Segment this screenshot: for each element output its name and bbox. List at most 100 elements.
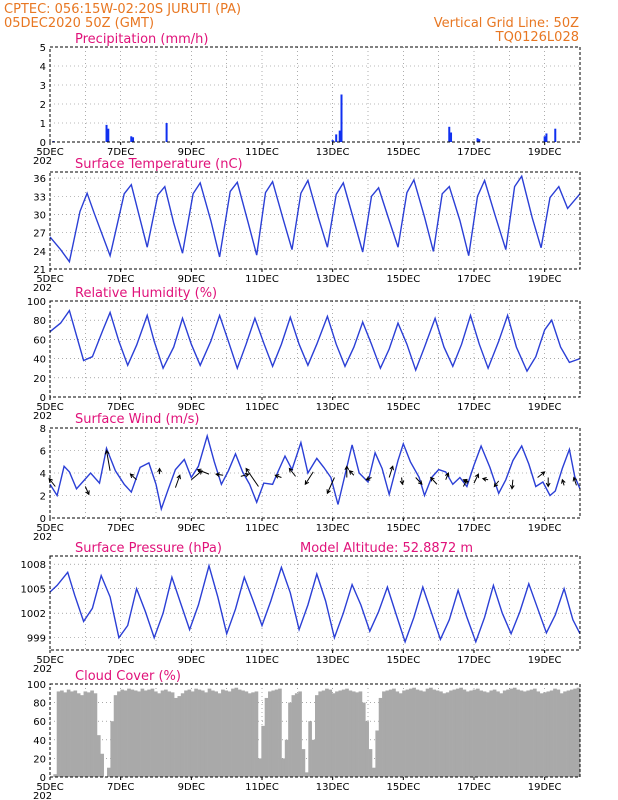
cloud-bar [509,688,514,777]
cloud-bar [143,690,148,777]
wind-vector-arrow [572,476,578,486]
cloud-bar [231,688,235,777]
wind-vector-arrow [399,477,405,486]
y-tick-label: 36 [33,174,46,185]
x-tick-label: 19DEC [528,402,562,413]
cloud-bar [257,758,262,777]
series-line [49,563,581,644]
cloud-bar [268,691,272,777]
cloud-bar [365,721,369,777]
cloud-bar [405,689,410,777]
cloud-bar [328,689,333,777]
x-tick-label: 15DEC [386,523,420,534]
x-tick-label: 13DEC [316,782,350,793]
cloud-cover-panel: Cloud Cover (%) 0 20 40 60 80 100 5DEC 7DEC 9DEC… [27,669,581,800]
x-tick-label: 5DEC [36,402,63,413]
cloud-bar [241,690,245,777]
y-tick-label: 40 [33,355,46,366]
cloud-bar [415,689,420,777]
x-tick-label: 13DEC [316,523,350,534]
cloud-bar [341,689,346,777]
cloud-bar [66,689,71,777]
x-tick-label: 7DEC [107,274,134,285]
cloud-bar [526,690,530,777]
x-tick-label: 7DEC [107,782,134,793]
cloud-bar [167,691,172,777]
cloud-bar [90,690,94,777]
y-tick-label: 1008 [21,560,46,571]
y-tick-label: 5 [40,43,46,54]
wind-vector-arrow [493,480,500,488]
x-tick-label: 13DEC [316,274,350,285]
cloud-bar [388,689,393,777]
series-line [49,433,581,512]
x-tick-label: 15DEC [386,147,420,158]
wind-vector-arrow [415,477,423,486]
cloud-bar [445,692,450,777]
precipitation-bar [130,136,133,142]
cloud-bar [422,691,426,777]
cloud-bar [107,767,111,777]
cloud-bar [174,697,178,777]
precipitation-bar [132,137,135,142]
cloud-bar [348,690,353,777]
cloud-bar [465,691,470,777]
cloud-bar [127,688,131,777]
wind-vector-arrow [561,478,566,486]
y-tick-label: 60 [33,335,46,346]
cloud-bar [462,689,467,777]
cloud-bar [479,690,484,777]
cloud-bar [251,692,255,777]
x-tick-label: 11DEC [245,782,279,793]
x-tick-label: 7DEC [107,147,134,158]
cloud-bar [455,688,460,777]
y-tick-label: 2 [40,492,46,503]
y-tick-label: 100 [27,680,46,691]
cloud-bar [522,691,527,777]
cloud-bar [83,691,88,777]
wind-vector-arrow [388,465,395,478]
cloud-bar [60,690,64,777]
x-tick-label: 17DEC [457,147,491,158]
cloud-bar [197,689,202,777]
wind-vector-arrow [245,467,259,487]
cloud-bar [117,691,121,777]
wind-vector-arrow [365,476,372,481]
cloud-bar [234,687,239,777]
run-code: TQ0126L028 [495,30,579,45]
cloud-bar [566,690,571,777]
y-tick-label: 80 [33,316,46,327]
cloud-bar [576,687,581,777]
wind-panel: Surface Wind (m/s) 0 2 4 6 8 5DEC 7DEC 9DEC 11DE… [33,412,581,543]
precipitation-bar [543,136,546,142]
precipitation-bar [554,128,557,142]
wind-vector-arrow [104,449,111,471]
cloud-bar [442,693,447,777]
precipitation-bar [331,140,334,142]
cloud-bar [63,692,68,777]
x-tick-label: 17DEC [457,655,491,666]
cloud-bar [439,691,443,777]
x-tick-label: 19DEC [528,655,562,666]
y-tick-label: 2 [40,100,46,111]
y-tick-label: 6 [40,447,46,458]
x-tick-label: 9DEC [178,655,205,666]
x-tick-label: 17DEC [457,523,491,534]
wind-vector-arrow [430,476,438,485]
cloud-bar [291,695,296,777]
cloud-bar [190,691,195,777]
cloud-bar [315,695,319,777]
precipitation-bar [450,132,453,142]
cloud-bar [284,739,289,777]
cloud-bar [301,749,306,777]
cloud-bar [281,758,286,777]
wind-vector-arrow [274,474,282,479]
cloud-bar [482,691,487,777]
cloud-bar [556,689,561,777]
cloud-bar [247,693,252,777]
x-tick-label: 19DEC [528,274,562,285]
precipitation-bar [335,134,338,142]
temperature-panel: Surface Temperature (nC) 21 24 27 30 33 36 5DE… [33,157,581,294]
cloud-bar [432,689,437,777]
